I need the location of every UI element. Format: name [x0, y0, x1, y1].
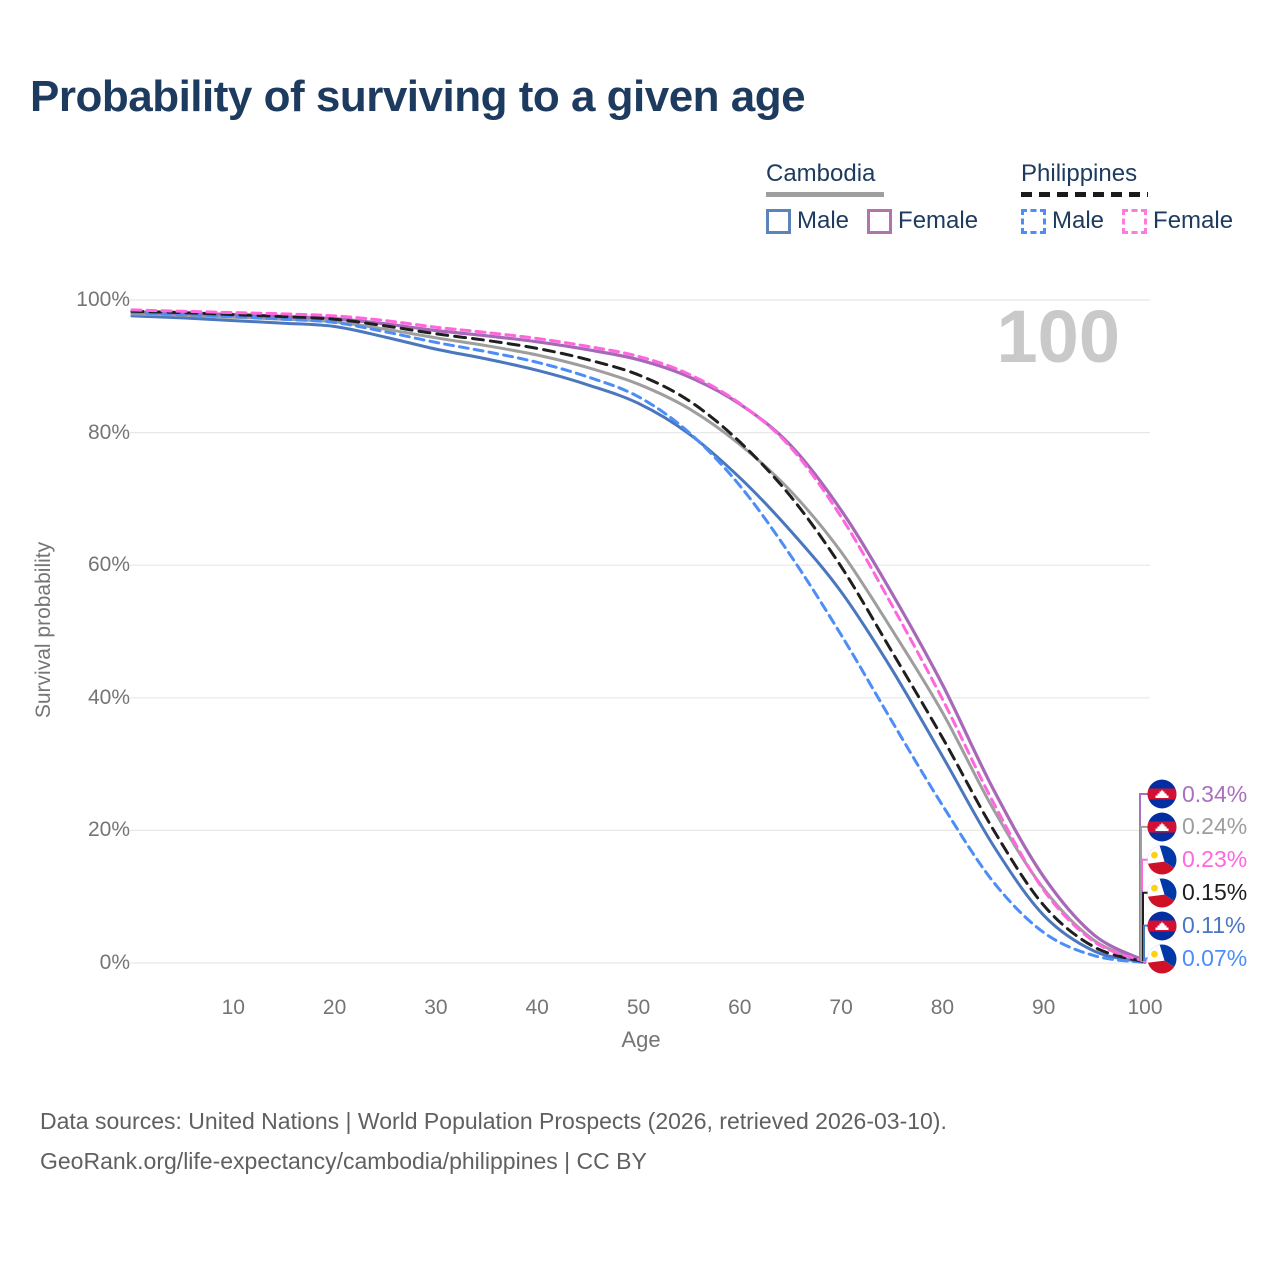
x-tick-label-80: 80 [930, 996, 955, 1019]
end-label-cambodia-all: 0.24% [1147, 811, 1247, 843]
x-tick-label-100: 100 [1127, 996, 1163, 1019]
end-label-value: 0.34% [1182, 780, 1248, 807]
x-axis-label: Age [621, 1027, 661, 1052]
curve-philippines-female[interactable] [130, 308, 1147, 963]
philippines-flag-icon [1147, 878, 1177, 908]
legend-items-cambodia: Male Female [766, 207, 996, 235]
x-tick-label-10: 10 [221, 996, 245, 1019]
x-tick-label-50: 50 [626, 996, 651, 1019]
legend-checkbox-philippines-male [1021, 208, 1046, 234]
end-label-value: 0.11% [1182, 912, 1246, 939]
x-tick-label-70: 70 [829, 996, 853, 1019]
legend-item-label: Male [1052, 207, 1105, 234]
y-tick-label-20%: 20% [87, 818, 130, 842]
page-title: Probability of surviving to a given age [30, 72, 806, 121]
curve-cambodia-male[interactable] [130, 314, 1147, 964]
end-label-philippines-all: 0.15% [1147, 877, 1247, 909]
end-label-cambodia-male: 0.11% [1147, 910, 1246, 942]
legend-item-label: Female [1153, 207, 1234, 234]
legend-item-label: Female [898, 207, 979, 234]
legend-group-philippines: Philippines Male Female [1021, 160, 1251, 235]
y-tick-label-40%: 40% [87, 685, 130, 709]
end-label-value: 0.07% [1182, 945, 1248, 971]
y-tick-label-60%: 60% [87, 553, 130, 577]
y-tick-label-100%: 100% [76, 288, 130, 311]
legend-checkbox-philippines-female [1122, 208, 1148, 234]
legend-item-philippines-male[interactable]: Male [1021, 207, 1104, 235]
cambodia-flag-icon [1147, 779, 1177, 809]
legend-group-cambodia: Cambodia Male Female [766, 160, 996, 235]
y-tick-label-0%: 0% [99, 951, 130, 974]
curve-cambodia-all[interactable] [130, 312, 1147, 963]
x-tick-label-60: 60 [728, 996, 752, 1019]
legend-checkbox-cambodia-male [766, 208, 791, 234]
curve-cambodia-female[interactable] [130, 310, 1147, 963]
cambodia-flag-icon [1147, 812, 1177, 842]
y-tick-label-80%: 80% [87, 420, 130, 444]
footer-data-sources: Data sources: United Nations | World Pop… [40, 1108, 947, 1134]
y-axis-label: Survival probability [32, 541, 55, 719]
legend-title-text: Philippines [1021, 160, 1138, 187]
end-label-value: 0.23% [1182, 846, 1248, 873]
legend-group-title-philippines: Philippines [1021, 160, 1251, 197]
x-tick-label-30: 30 [424, 996, 448, 1019]
legend-underline-dashed [1021, 192, 1148, 197]
philippines-flag-icon [1147, 845, 1177, 875]
curve-philippines-all[interactable] [130, 309, 1147, 964]
x-tick-label-20: 20 [322, 996, 347, 1019]
end-label-philippines-male: 0.07% [1147, 943, 1247, 975]
cambodia-flag-icon [1147, 911, 1177, 941]
legend-items-philippines: Male Female [1021, 207, 1251, 235]
legend-checkbox-cambodia-female [867, 208, 893, 234]
legend-group-title-cambodia: Cambodia [766, 160, 996, 197]
curve-philippines-male[interactable] [130, 311, 1147, 964]
philippines-flag-icon [1147, 944, 1177, 974]
legend-underline-solid [766, 192, 884, 197]
end-label-value: 0.15% [1182, 879, 1248, 906]
legend-item-philippines-female[interactable]: Female [1122, 207, 1233, 235]
x-tick-label-40: 40 [525, 996, 549, 1019]
legend-item-cambodia-female[interactable]: Female [867, 207, 978, 235]
end-label-cambodia-female: 0.34% [1147, 778, 1247, 810]
x-tick-label-90: 90 [1032, 996, 1056, 1019]
legend-title-text: Cambodia [766, 160, 876, 187]
legend-item-label: Male [797, 207, 850, 234]
end-label-value: 0.24% [1182, 813, 1248, 840]
footer-attribution: GeoRank.org/life-expectancy/cambodia/phi… [40, 1148, 647, 1174]
end-label-philippines-female: 0.23% [1147, 844, 1247, 876]
watermark-age-100: 100 [996, 295, 1120, 378]
legend-item-cambodia-male[interactable]: Male [766, 207, 849, 235]
